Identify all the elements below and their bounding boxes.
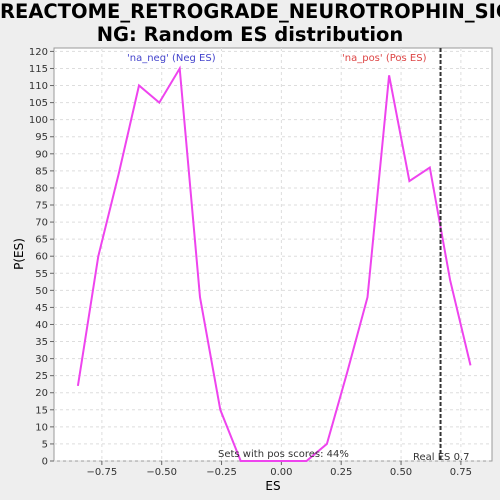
series-line	[76, 65, 472, 462]
y-tick-label: 80	[35, 183, 48, 194]
y-tick-label: 5	[42, 439, 48, 450]
chart-title-line1: REACTOME_RETROGRADE_NEUROTROPHIN_SIGNALL…	[0, 0, 500, 23]
x-tick-label: −0.50	[146, 467, 177, 478]
y-tick-label: 30	[35, 354, 48, 365]
x-tick-label: −0.75	[87, 467, 118, 478]
y-tick-label: 50	[35, 286, 48, 297]
x-tick-label: 0.00	[270, 467, 292, 478]
y-tick-label: 100	[29, 115, 48, 126]
y-tick-label: 110	[29, 81, 48, 92]
real-es-label: Real ES 0.7	[413, 452, 469, 463]
y-tick-label: 25	[35, 371, 48, 382]
y-axis-label: P(ES)	[12, 238, 26, 270]
y-tick-label: 115	[29, 64, 48, 75]
y-tick-label: 20	[35, 388, 48, 399]
x-tick-label: 0.75	[450, 467, 472, 478]
y-tick-label: 105	[29, 98, 48, 109]
y-axis-ticks: 0 5 10 15 20 25 30 35 40 45 50 55 60 65 70 75 80 85 90 95 10…	[29, 47, 54, 468]
y-tick-label: 10	[35, 422, 48, 433]
y-tick-label: 15	[35, 405, 48, 416]
y-tick-label: 90	[35, 149, 48, 160]
y-tick-label: 70	[35, 218, 48, 229]
y-tick-label: 95	[35, 132, 48, 143]
y-tick-label: 35	[35, 337, 48, 348]
plot-area	[53, 47, 493, 462]
y-tick-label: 0	[42, 457, 48, 468]
y-tick-label: 55	[35, 269, 48, 280]
x-tick-label: 0.50	[390, 467, 412, 478]
y-tick-label: 40	[35, 320, 48, 331]
neg-es-label: 'na_neg' (Neg ES)	[127, 53, 216, 64]
y-tick-label: 60	[35, 252, 48, 263]
sets-pos-scores-label: Sets with pos scores: 44%	[218, 449, 349, 460]
x-tick-label: −0.25	[206, 467, 237, 478]
y-tick-label: 45	[35, 303, 48, 314]
y-tick-label: 120	[29, 47, 48, 58]
chart-title-line2: NG: Random ES distribution	[96, 23, 404, 46]
chart-title: REACTOME_RETROGRADE_NEUROTROPHIN_SIGNALL…	[0, 0, 500, 46]
y-tick-label: 65	[35, 235, 48, 246]
grid	[54, 48, 492, 462]
y-tick-label: 85	[35, 166, 48, 177]
y-tick-label: 75	[35, 201, 48, 212]
x-tick-label: 0.25	[330, 467, 352, 478]
pos-es-label: 'na_pos' (Pos ES)	[342, 53, 427, 64]
x-axis-ticks: −0.75 −0.50 −0.25 0.00 0.25 0.50 0.75	[87, 461, 472, 478]
x-axis-label: ES	[265, 479, 280, 493]
